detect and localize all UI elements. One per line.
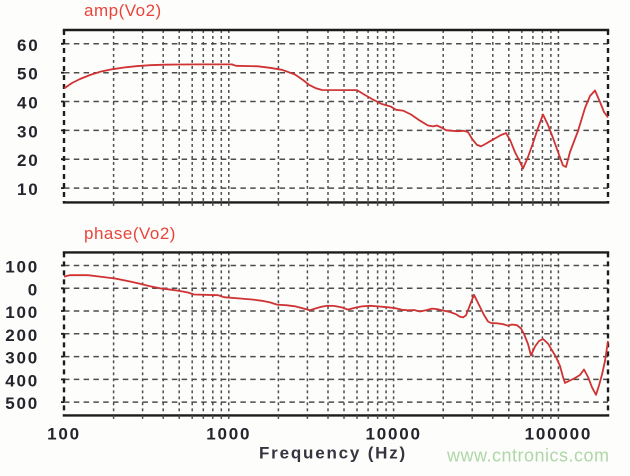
svg-text:40: 40 <box>17 94 40 113</box>
svg-text:20: 20 <box>17 151 40 170</box>
svg-text:1000: 1000 <box>206 425 251 444</box>
svg-text:30: 30 <box>17 122 40 141</box>
svg-text:10000: 10000 <box>365 425 421 444</box>
svg-text:Frequency (Hz): Frequency (Hz) <box>259 444 407 463</box>
svg-text:60: 60 <box>17 36 40 55</box>
svg-text:500: 500 <box>5 394 39 413</box>
svg-text:100: 100 <box>47 425 81 444</box>
svg-text:200: 200 <box>5 326 39 345</box>
svg-text:300: 300 <box>5 349 39 368</box>
svg-text:amp(Vo2): amp(Vo2) <box>84 1 162 20</box>
svg-text:100: 100 <box>5 258 39 277</box>
svg-text:50: 50 <box>17 65 40 84</box>
svg-text:0: 0 <box>28 280 39 299</box>
svg-text:10: 10 <box>17 180 40 199</box>
svg-text:100000: 100000 <box>525 425 593 444</box>
svg-text:400: 400 <box>5 371 39 390</box>
svg-text:www.cntronics.com: www.cntronics.com <box>446 446 610 466</box>
svg-text:phase(Vo2): phase(Vo2) <box>84 224 176 243</box>
svg-text:100: 100 <box>5 303 39 322</box>
